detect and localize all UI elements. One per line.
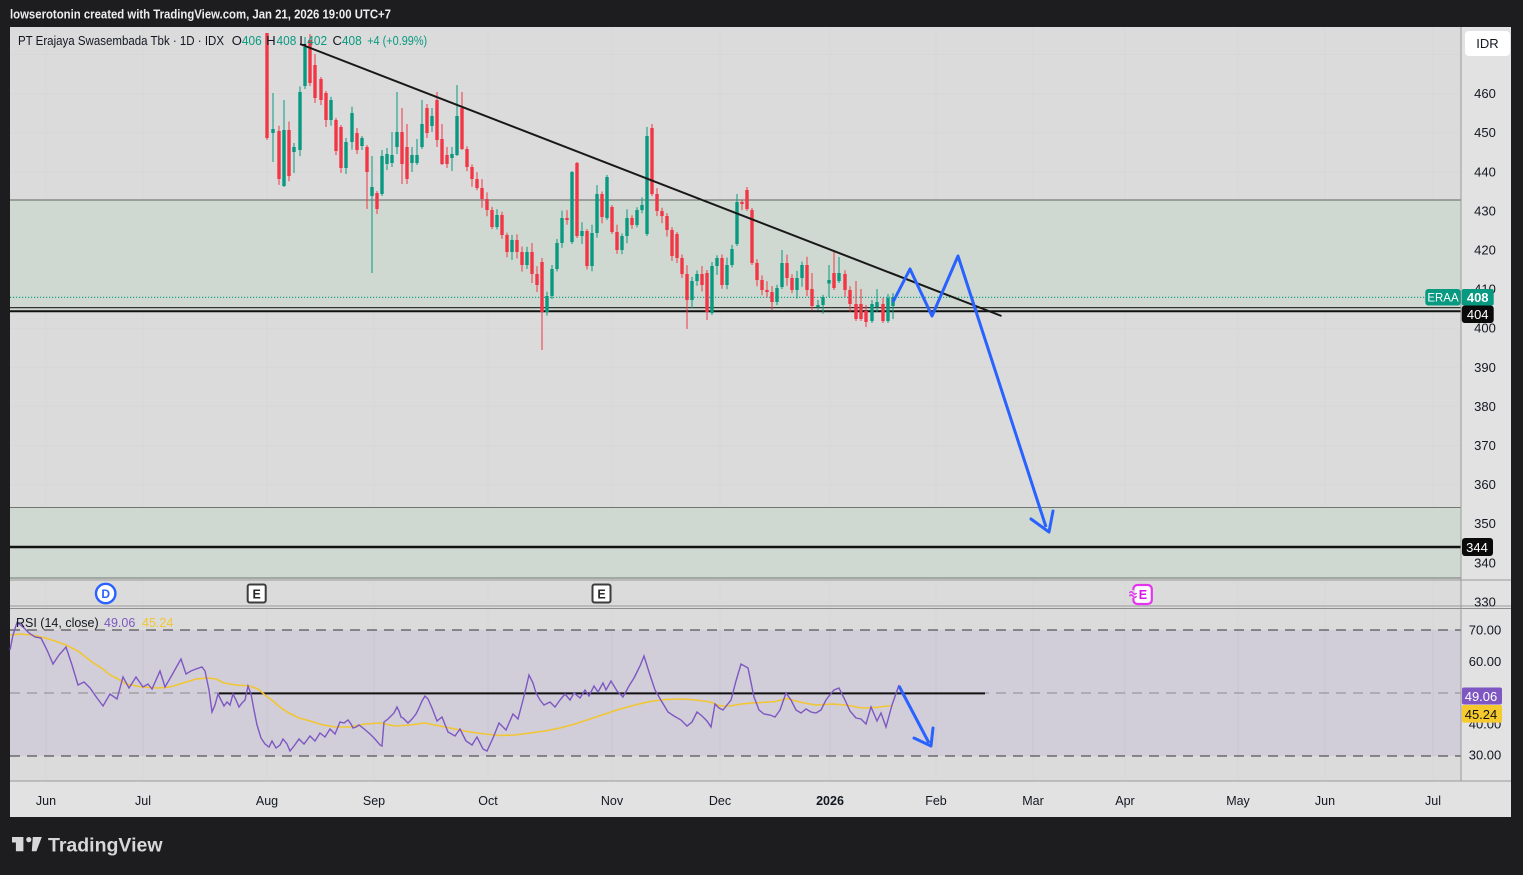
svg-text:406: 406 bbox=[242, 33, 262, 48]
svg-text:E: E bbox=[597, 588, 605, 602]
svg-text:380: 380 bbox=[1474, 399, 1496, 414]
svg-text:H: H bbox=[266, 33, 275, 48]
svg-text:370: 370 bbox=[1474, 438, 1496, 453]
svg-text:C: C bbox=[333, 33, 342, 48]
svg-text:Jul: Jul bbox=[1425, 794, 1441, 808]
svg-text:May: May bbox=[1226, 794, 1250, 808]
svg-text:70.00: 70.00 bbox=[1469, 623, 1502, 638]
svg-text:ERAA: ERAA bbox=[1427, 293, 1459, 305]
svg-text:Aug: Aug bbox=[256, 794, 278, 808]
svg-text:330: 330 bbox=[1474, 594, 1496, 609]
svg-text:45.24: 45.24 bbox=[142, 616, 173, 630]
svg-text:Sep: Sep bbox=[363, 794, 385, 808]
svg-text:Apr: Apr bbox=[1115, 794, 1134, 808]
svg-text:408: 408 bbox=[277, 33, 297, 48]
svg-text:440: 440 bbox=[1474, 164, 1496, 179]
svg-text:49.06: 49.06 bbox=[104, 616, 135, 630]
svg-text:Jun: Jun bbox=[36, 794, 56, 808]
svg-text:E: E bbox=[1139, 588, 1147, 602]
svg-text:402: 402 bbox=[307, 33, 327, 48]
svg-text:Mar: Mar bbox=[1022, 794, 1044, 808]
svg-text:+4 (+0.99%): +4 (+0.99%) bbox=[367, 33, 427, 48]
svg-text:E: E bbox=[253, 588, 261, 602]
svg-text:2026: 2026 bbox=[816, 794, 844, 808]
svg-text:430: 430 bbox=[1474, 203, 1496, 218]
svg-text:408: 408 bbox=[342, 33, 362, 48]
svg-text:Jul: Jul bbox=[135, 794, 151, 808]
svg-text:404: 404 bbox=[1467, 307, 1489, 322]
svg-text:340: 340 bbox=[1474, 555, 1496, 570]
svg-text:PT Erajaya Swasembada Tbk · 1D: PT Erajaya Swasembada Tbk · 1D · IDX bbox=[18, 33, 224, 48]
svg-text:L: L bbox=[299, 33, 306, 48]
svg-text:390: 390 bbox=[1474, 360, 1496, 375]
svg-text:460: 460 bbox=[1474, 86, 1496, 101]
svg-text:350: 350 bbox=[1474, 516, 1496, 531]
svg-text:Feb: Feb bbox=[925, 794, 947, 808]
svg-text:Dec: Dec bbox=[709, 794, 731, 808]
svg-text:60.00: 60.00 bbox=[1469, 654, 1502, 669]
svg-text:30.00: 30.00 bbox=[1469, 748, 1502, 763]
svg-text:360: 360 bbox=[1474, 477, 1496, 492]
svg-text:Oct: Oct bbox=[478, 794, 498, 808]
svg-text:344: 344 bbox=[1466, 540, 1488, 555]
svg-text:420: 420 bbox=[1474, 243, 1496, 258]
svg-text:RSI (14, close): RSI (14, close) bbox=[16, 616, 99, 630]
svg-text:Nov: Nov bbox=[601, 794, 624, 808]
svg-text:408: 408 bbox=[1467, 290, 1489, 305]
svg-text:lowserotonin created with Trad: lowserotonin created with TradingView.co… bbox=[10, 7, 391, 22]
svg-text:45.24: 45.24 bbox=[1465, 707, 1498, 722]
svg-text:O: O bbox=[232, 33, 242, 48]
svg-text:450: 450 bbox=[1474, 125, 1496, 140]
svg-text:400: 400 bbox=[1474, 321, 1496, 336]
svg-text:D: D bbox=[101, 587, 110, 601]
svg-text:49.06: 49.06 bbox=[1465, 689, 1498, 704]
svg-text:TradingView: TradingView bbox=[48, 835, 163, 857]
svg-text:IDR: IDR bbox=[1476, 36, 1498, 51]
svg-text:Jun: Jun bbox=[1315, 794, 1335, 808]
